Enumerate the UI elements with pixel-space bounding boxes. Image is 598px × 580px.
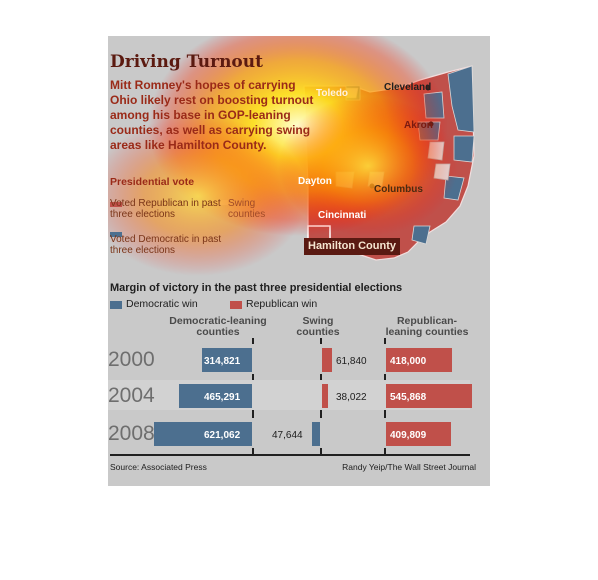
city-label-dayton: Dayton xyxy=(298,176,332,187)
legend-rep-win: Republican win xyxy=(246,298,318,310)
rep-bar-value: 545,868 xyxy=(390,392,427,403)
graphic-card: Driving Turnout Mitt Romney's hopes of c… xyxy=(108,36,490,486)
city-label-akron: Akron xyxy=(404,120,433,131)
hamilton-county-callout: Hamilton County xyxy=(304,238,400,255)
rep-bar xyxy=(386,384,472,408)
dem-bar-value: 465,291 xyxy=(204,392,241,403)
swing-bar xyxy=(322,348,332,372)
city-label-cleveland: Cleveland xyxy=(384,82,432,93)
attention-heatmap xyxy=(108,116,308,276)
column-header-democratic: Democratic-leaning counties xyxy=(169,315,267,338)
dem-bar-value: 621,062 xyxy=(204,430,241,441)
intro-text: Mitt Romney's hopes of carrying Ohio lik… xyxy=(110,78,314,152)
legend-swatch-democratic xyxy=(110,232,122,237)
swing-bar xyxy=(322,384,328,408)
city-label-toledo: Toledo xyxy=(316,88,349,99)
dem-county xyxy=(411,225,431,245)
baseline xyxy=(110,454,470,456)
rep-bar xyxy=(386,422,451,446)
legend-swatch-rep-win xyxy=(230,301,242,309)
column-header-swing: Swing counties xyxy=(296,315,340,338)
attention-heatmap xyxy=(278,96,458,236)
year-label: 2004 xyxy=(108,384,155,407)
legend-swatch-dem-win xyxy=(110,301,122,309)
dem-bar xyxy=(179,384,252,408)
rep-bar xyxy=(386,348,452,372)
ohio-map xyxy=(108,36,475,276)
legend-dem-win: Democratic win xyxy=(126,298,198,310)
page-title: Driving Turnout xyxy=(110,52,263,72)
column-header-republican: Republican-leaning counties xyxy=(385,315,469,338)
dem-bar xyxy=(202,348,252,372)
city-label-cincinnati: Cincinnati xyxy=(318,210,367,221)
source-note: Source: Associated Press xyxy=(110,462,207,472)
rep-bar-value: 418,000 xyxy=(390,356,427,367)
map-legend-republican: Voted Republican in past three elections xyxy=(110,198,221,220)
city-label-columbus: Columbus xyxy=(374,184,423,195)
chart-title: Margin of victory in the past three pres… xyxy=(110,282,403,294)
year-label: 2000 xyxy=(108,348,155,371)
map-legend-title: Presidential vote xyxy=(110,176,195,188)
swing-bar-value: 61,840 xyxy=(336,356,367,367)
rep-bar-value: 409,809 xyxy=(390,430,427,441)
swing-bar-value: 38,022 xyxy=(336,392,367,403)
map-legend-democratic: Voted Democratic in past three elections xyxy=(110,234,222,256)
dem-bar-value: 314,821 xyxy=(204,356,241,367)
map-legend-swing: Swing counties xyxy=(228,198,266,220)
legend-swatch-republican xyxy=(110,202,122,207)
dem-county xyxy=(447,65,475,133)
swing-bar-value: 47,644 xyxy=(272,430,303,441)
dem-bar xyxy=(154,422,252,446)
swing-bar xyxy=(312,422,320,446)
year-label: 2008 xyxy=(108,422,155,445)
credit-note: Randy Yeip/The Wall Street Journal xyxy=(342,462,476,472)
